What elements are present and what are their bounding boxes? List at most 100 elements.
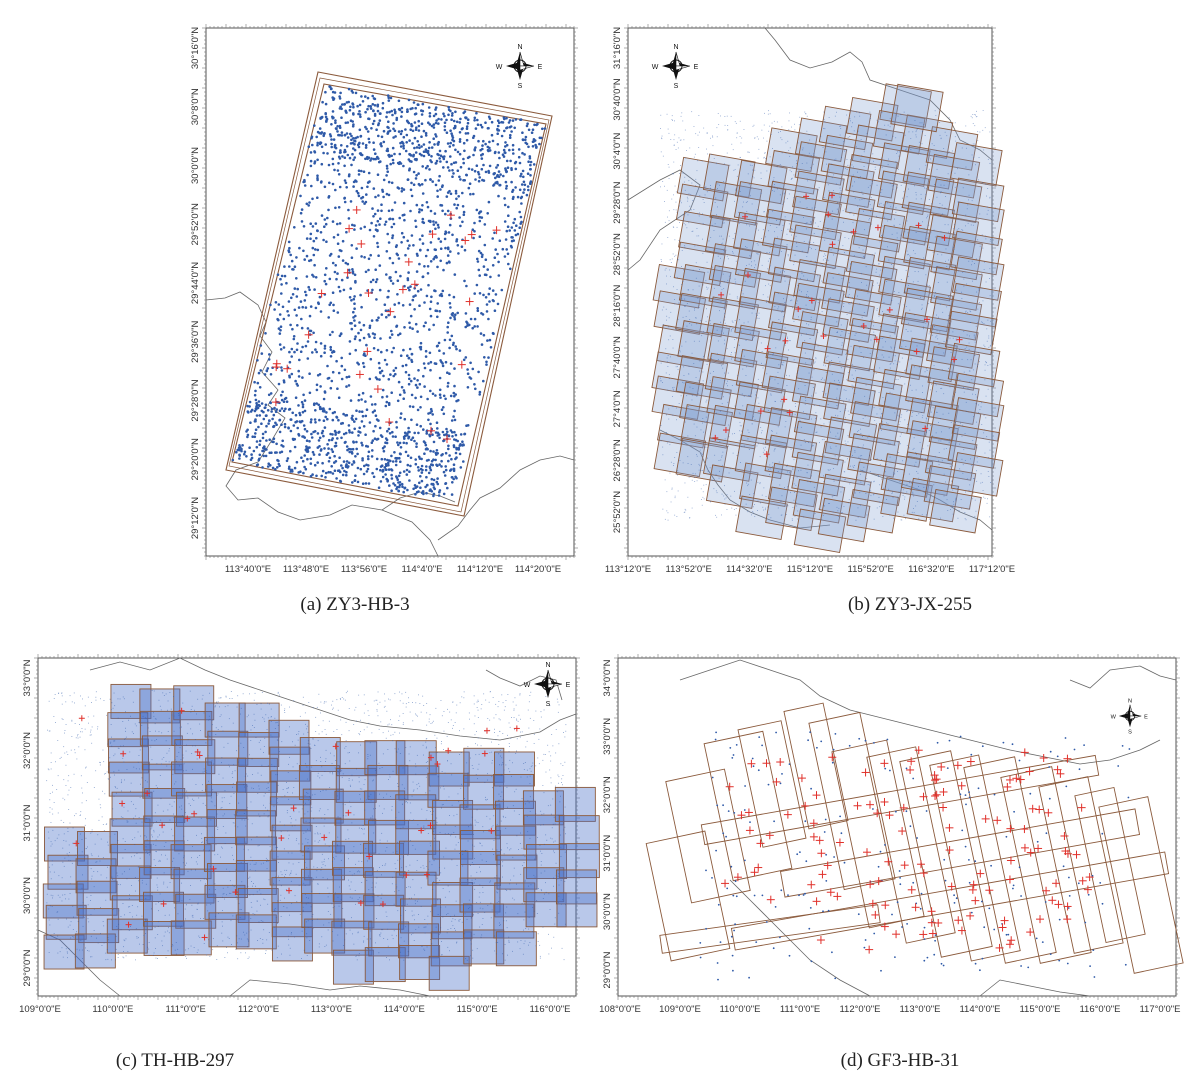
tie-point (781, 139, 783, 141)
tie-point (758, 349, 759, 351)
tie-point (381, 188, 384, 192)
tie-point (813, 233, 815, 234)
tie-point (675, 201, 677, 203)
tie-point (417, 124, 421, 128)
tie-point (764, 152, 766, 153)
control-point (345, 224, 354, 233)
tie-point (385, 273, 388, 276)
control-point (272, 363, 281, 372)
tie-point (397, 443, 400, 447)
tie-point (373, 104, 377, 107)
tie-point (449, 316, 452, 320)
tie-point (723, 156, 725, 158)
tie-point (797, 142, 799, 144)
tie-point (814, 361, 816, 363)
tie-point (389, 279, 393, 283)
tie-point (473, 119, 476, 122)
tie-point (796, 246, 798, 247)
tie-point (984, 497, 986, 499)
tie-point (780, 165, 782, 167)
tie-point (927, 263, 929, 265)
tie-point (329, 348, 333, 352)
tie-point (282, 400, 286, 404)
tie-point (780, 400, 782, 402)
tie-point (462, 213, 466, 216)
tie-point (668, 441, 670, 443)
tie-point (323, 447, 326, 450)
tie-point (862, 436, 863, 437)
tie-point (390, 329, 393, 333)
tie-point (665, 348, 667, 350)
tie-point (431, 482, 435, 486)
tie-point (397, 489, 401, 493)
tie-point (706, 132, 708, 134)
tie-point (797, 427, 799, 428)
tie-point (740, 360, 742, 361)
tie-point (316, 130, 320, 134)
tie-point (260, 422, 263, 426)
tie-point (398, 471, 402, 475)
tie-point (912, 493, 914, 495)
tie-point (359, 328, 363, 332)
tie-point (752, 329, 754, 331)
tie-point (417, 469, 421, 472)
tie-point (374, 157, 378, 161)
tie-point (707, 316, 708, 318)
tie-point (432, 137, 436, 140)
tie-point (512, 152, 515, 155)
tie-point (496, 302, 500, 306)
tie-point (330, 379, 334, 383)
tie-point (302, 424, 306, 427)
tie-point (908, 285, 909, 286)
tie-point (820, 426, 822, 428)
tie-point (869, 353, 871, 354)
tie-point (360, 410, 364, 414)
tie-point (345, 230, 348, 234)
tie-point (680, 139, 682, 141)
tie-point (666, 432, 667, 433)
tie-point (301, 376, 304, 379)
tie-point (974, 355, 976, 356)
tie-point (690, 194, 692, 196)
tie-point (446, 166, 450, 169)
tie-point (357, 112, 360, 116)
tie-point (881, 235, 882, 237)
tie-point (839, 192, 841, 194)
tie-point (256, 406, 260, 410)
tie-point (849, 483, 851, 485)
tie-point (857, 431, 858, 433)
tie-point (481, 253, 484, 257)
tie-point (438, 294, 442, 297)
tie-point (664, 518, 666, 520)
tie-point (799, 393, 801, 395)
tie-point (663, 306, 665, 308)
tie-point (799, 201, 801, 203)
tie-point (890, 182, 891, 184)
tie-point (527, 128, 531, 132)
tie-point (784, 271, 785, 273)
tie-point (432, 478, 436, 482)
tie-point (911, 389, 913, 391)
compass-label-n: N (517, 44, 522, 51)
tie-point (853, 134, 855, 135)
tie-point (793, 197, 795, 198)
tie-point (254, 389, 257, 393)
tie-point (850, 232, 852, 234)
tie-point (956, 144, 958, 146)
control-point (373, 385, 382, 394)
tie-point (436, 223, 440, 227)
tie-point (516, 195, 520, 199)
tie-point (878, 128, 880, 130)
tie-point (688, 193, 690, 195)
tie-point (972, 440, 974, 441)
tie-point (967, 204, 969, 206)
tie-point (966, 374, 967, 375)
tie-point (865, 384, 867, 386)
tie-point (815, 432, 817, 433)
tie-point (846, 379, 848, 381)
tie-point (363, 225, 367, 229)
tie-point (806, 333, 807, 335)
tie-point (881, 354, 883, 356)
tie-point (978, 179, 979, 181)
tie-point (957, 434, 958, 435)
